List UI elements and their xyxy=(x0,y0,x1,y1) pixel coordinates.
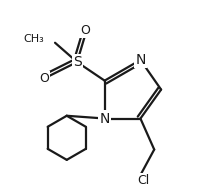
Text: N: N xyxy=(99,111,110,126)
Text: O: O xyxy=(80,24,90,37)
Text: N: N xyxy=(135,53,146,67)
Text: Cl: Cl xyxy=(137,174,149,187)
Text: S: S xyxy=(73,55,81,69)
Text: O: O xyxy=(39,72,49,85)
Text: CH₃: CH₃ xyxy=(23,34,44,44)
